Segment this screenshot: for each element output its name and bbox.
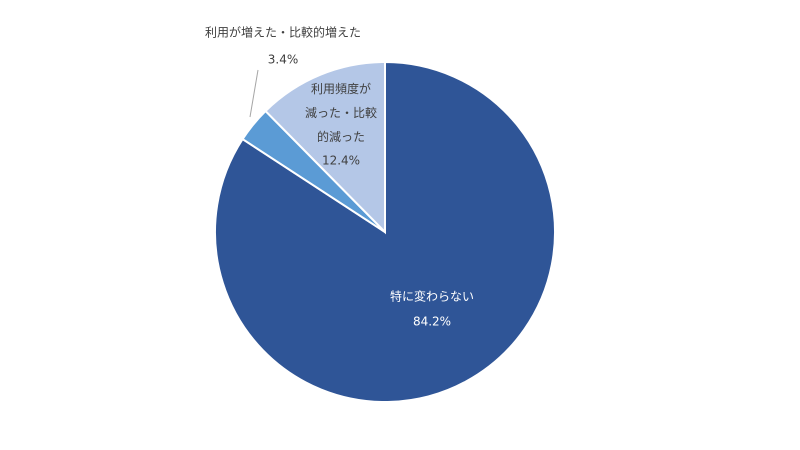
value-label: 12.4%	[322, 154, 360, 168]
value-label: 3.4%	[268, 53, 299, 67]
pie-slice	[264, 60, 386, 235]
leader-line	[249, 69, 259, 118]
slice-label: 利用頻度が減った・比較的減った	[305, 81, 377, 144]
slice-label: 特に変わらない	[390, 289, 474, 304]
slice-label: 利用が増えた・比較的増えた	[205, 25, 361, 40]
pie-slice	[214, 60, 556, 403]
value-label: 84.2%	[413, 315, 451, 329]
